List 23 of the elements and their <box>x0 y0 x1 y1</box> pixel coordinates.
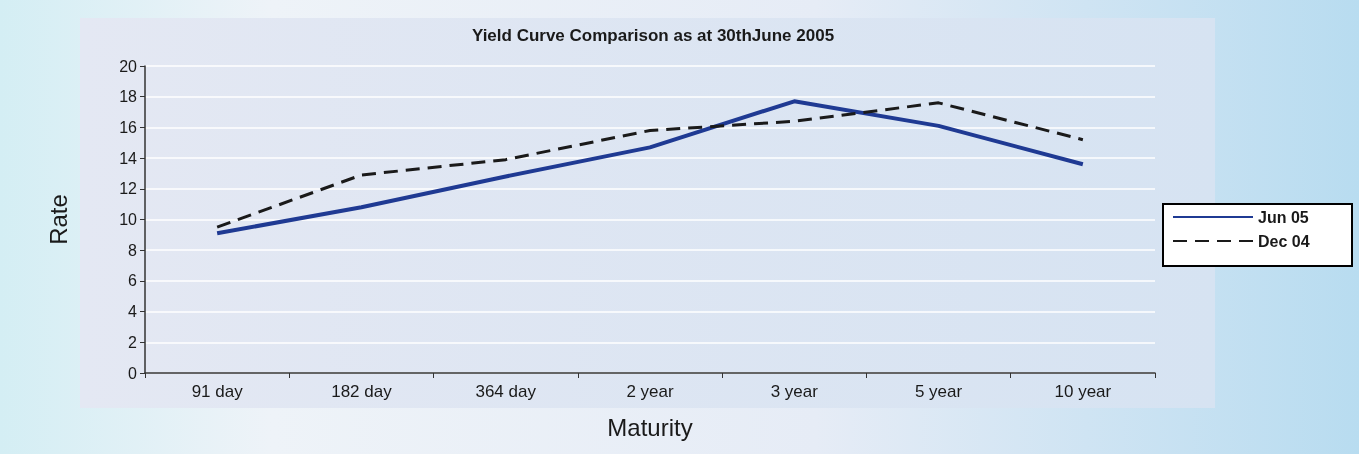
y-tick-label: 8 <box>128 241 138 259</box>
y-tick-label: 2 <box>128 333 138 351</box>
y-tick-label: 6 <box>128 272 138 290</box>
chart-title: Yield Curve Comparison as at 30thJune 2005 <box>471 26 835 45</box>
y-tick-label: 10 <box>119 211 138 228</box>
y-tick-label: 20 <box>119 57 138 75</box>
y-tick-label: 14 <box>119 149 138 167</box>
x-tick-label: 5 year <box>914 382 963 401</box>
x-tick-label: 364 day <box>475 382 537 401</box>
y-tick-label: 12 <box>119 180 138 198</box>
x-tick-label: 3 year <box>770 382 819 401</box>
x-tick-label: 2 year <box>626 382 674 401</box>
x-tick-label: 10 year <box>1054 382 1112 401</box>
x-tick-label: 182 day <box>331 382 393 401</box>
legend-label: Dec 04 <box>1258 232 1310 250</box>
x-tick-label: 91 day <box>191 382 244 401</box>
x-axis-title: Maturity <box>607 413 693 441</box>
legend-label: Jun 05 <box>1258 208 1309 226</box>
y-axis-title: Rate <box>44 194 72 245</box>
y-tick-label: 0 <box>128 364 138 382</box>
y-tick-label: 4 <box>128 303 138 321</box>
y-tick-label: 18 <box>119 88 138 106</box>
y-tick-label: 16 <box>119 118 138 136</box>
